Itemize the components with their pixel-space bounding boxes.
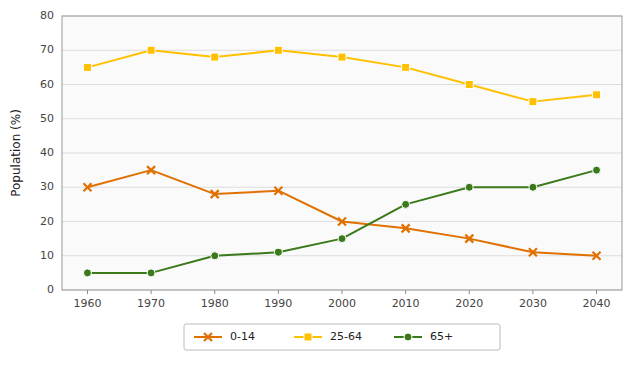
legend-marker [304,333,312,341]
chart: 0102030405060708019601970198019902000201… [0,0,640,368]
x-tick [596,290,597,294]
y-tick-label: 50 [40,112,54,125]
y-tick-label: 80 [40,9,54,22]
plot-content [83,46,600,277]
y-tick-label: 60 [40,78,54,91]
x-tick-label: 1980 [201,297,229,310]
point-marker [338,235,346,243]
point-marker [593,91,601,99]
x-tick [214,290,215,294]
legend-label: 0-14 [230,330,255,343]
y-tick-label: 20 [40,215,54,228]
x-tick-label: 2000 [328,297,356,310]
point-marker [402,200,410,208]
point-marker [402,63,410,71]
x-tick [151,290,152,294]
legend-marker [404,333,412,341]
point-marker [211,252,219,260]
point-marker [465,235,473,243]
y-axis-label: Population (%) [9,109,23,197]
point-marker [83,183,91,191]
y-tick-label: 40 [40,146,54,159]
point-marker [147,269,155,277]
grid-line [62,84,622,85]
y-tick-label: 10 [40,249,54,262]
y-tick-label: 0 [47,283,54,296]
point-marker [529,98,537,106]
point-marker [211,53,219,61]
point-marker [147,46,155,54]
x-tick [87,290,88,294]
x-tick [405,290,406,294]
point-marker [83,63,91,71]
y-tick-label: 70 [40,43,54,56]
grid-line [62,255,622,256]
point-marker [465,183,473,191]
x-tick [278,290,279,294]
point-marker [529,183,537,191]
point-marker [83,269,91,277]
x-tick-label: 1970 [137,297,165,310]
x-tick [469,290,470,294]
x-tick-label: 2020 [455,297,483,310]
plot-frame [62,16,622,290]
x-tick-label: 1990 [264,297,292,310]
series-line [87,50,596,101]
legend-marker [204,333,212,341]
point-marker [274,248,282,256]
point-marker [402,224,410,232]
grid-line [62,153,622,154]
series-line [87,170,596,256]
legend-label: 65+ [430,330,453,343]
x-tick-label: 2040 [583,297,611,310]
point-marker [147,166,155,174]
point-marker [465,81,473,89]
point-marker [529,248,537,256]
point-marker [338,53,346,61]
plot-area [62,16,622,290]
legend-label: 25-64 [330,330,362,343]
legend: 0-14 25-64 65+ [184,324,500,350]
point-marker [338,218,346,226]
point-marker [274,46,282,54]
point-marker [211,190,219,198]
point-marker [593,166,601,174]
y-tick-label: 30 [40,180,54,193]
x-tick [532,290,533,294]
series-line [87,170,596,273]
x-tick-label: 2010 [392,297,420,310]
point-marker [593,252,601,260]
point-marker [274,187,282,195]
legend-box [184,324,500,350]
x-tick-label: 1960 [73,297,101,310]
x-tick-label: 2030 [519,297,547,310]
grid-line [62,118,622,119]
x-tick [342,290,343,294]
